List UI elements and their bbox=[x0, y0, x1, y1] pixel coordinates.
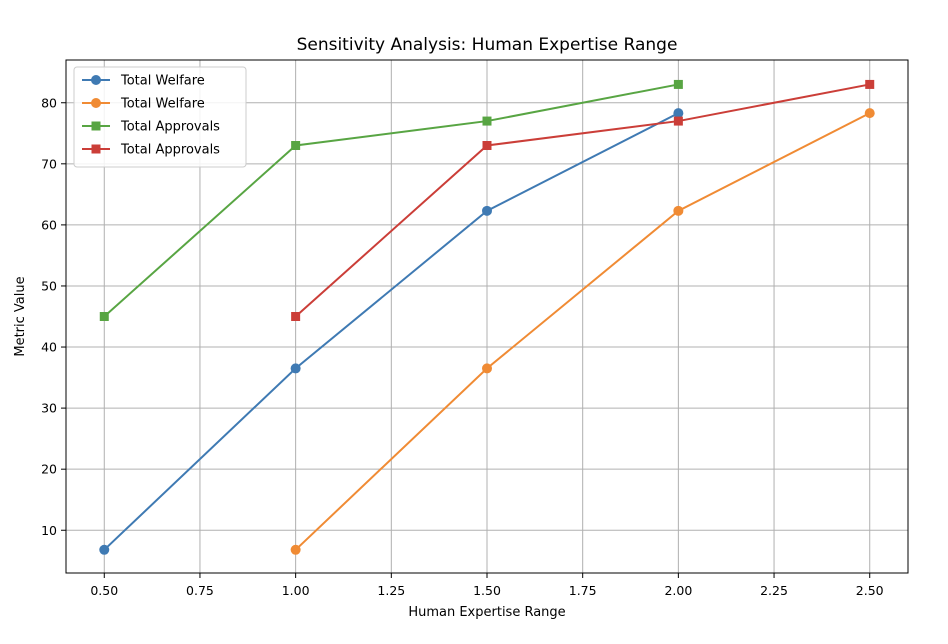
legend-marker bbox=[91, 144, 101, 154]
data-point bbox=[291, 141, 301, 150]
y-tick-label: 60 bbox=[41, 217, 57, 232]
series-line bbox=[294, 112, 871, 551]
data-point bbox=[290, 544, 301, 555]
legend-box bbox=[73, 66, 247, 168]
y-tick-label: 50 bbox=[41, 278, 57, 293]
series-4 bbox=[291, 79, 875, 321]
x-tick-label: 0.50 bbox=[90, 583, 118, 598]
x-tick-label: 1.75 bbox=[569, 583, 597, 598]
series-layer bbox=[99, 79, 875, 555]
legend-item: Total Welfare bbox=[82, 74, 205, 89]
legend-label: Total Welfare bbox=[120, 74, 205, 89]
y-tick-label: 40 bbox=[41, 340, 57, 355]
legend-marker bbox=[91, 98, 101, 108]
x-tick-label: 1.25 bbox=[377, 583, 405, 598]
data-point bbox=[99, 312, 109, 321]
y-axis-label: Metric Value bbox=[13, 276, 28, 356]
data-point bbox=[290, 363, 301, 374]
chart-title: Sensitivity Analysis: Human Expertise Ra… bbox=[297, 35, 678, 55]
x-tick-label: 2.50 bbox=[856, 583, 884, 598]
data-point bbox=[482, 205, 492, 216]
x-tick-label: 0.75 bbox=[186, 583, 214, 598]
y-tick-label: 70 bbox=[41, 156, 57, 171]
legend-item: Total Approvals bbox=[82, 143, 220, 158]
data-point bbox=[482, 363, 492, 374]
legend-label: Total Welfare bbox=[120, 97, 205, 112]
series-2 bbox=[290, 108, 875, 555]
series-3 bbox=[99, 79, 683, 321]
y-tick-label: 80 bbox=[41, 95, 57, 110]
legend-marker bbox=[91, 75, 101, 85]
data-point bbox=[673, 205, 684, 216]
legend-label: Total Approvals bbox=[120, 120, 220, 135]
data-point bbox=[865, 79, 875, 89]
legend-item: Total Approvals bbox=[82, 120, 220, 135]
series-line bbox=[103, 112, 679, 551]
data-point bbox=[482, 116, 492, 126]
x-tick-label: 2.25 bbox=[760, 583, 788, 598]
series-line bbox=[103, 83, 679, 318]
y-tick-label: 10 bbox=[41, 523, 57, 538]
data-point bbox=[673, 108, 684, 119]
data-point bbox=[291, 312, 301, 321]
data-point bbox=[673, 79, 683, 89]
x-tick-label: 1.00 bbox=[282, 583, 310, 598]
data-point bbox=[864, 108, 875, 119]
y-tick-label: 20 bbox=[41, 462, 57, 477]
data-point bbox=[482, 141, 492, 150]
x-axis-label: Human Expertise Range bbox=[408, 605, 565, 620]
x-tick-label: 1.50 bbox=[473, 583, 501, 598]
legend-item: Total Welfare bbox=[82, 97, 205, 112]
axis-ticks: 0.50 0.75 1.00 1.25 1.50 1.75 2.00 2.25 2.50 10 20… bbox=[41, 95, 884, 598]
grid-lines bbox=[66, 60, 908, 573]
y-tick-label: 30 bbox=[41, 401, 57, 416]
x-tick-label: 2.00 bbox=[664, 583, 692, 598]
series-1 bbox=[99, 108, 684, 555]
data-point bbox=[99, 544, 110, 555]
series-line bbox=[294, 83, 870, 318]
data-point bbox=[673, 116, 683, 126]
legend-label: Total Approvals bbox=[120, 143, 220, 158]
legend: Total Welfare Total Welfare Total Approval… bbox=[73, 66, 247, 168]
legend-marker bbox=[91, 121, 101, 131]
